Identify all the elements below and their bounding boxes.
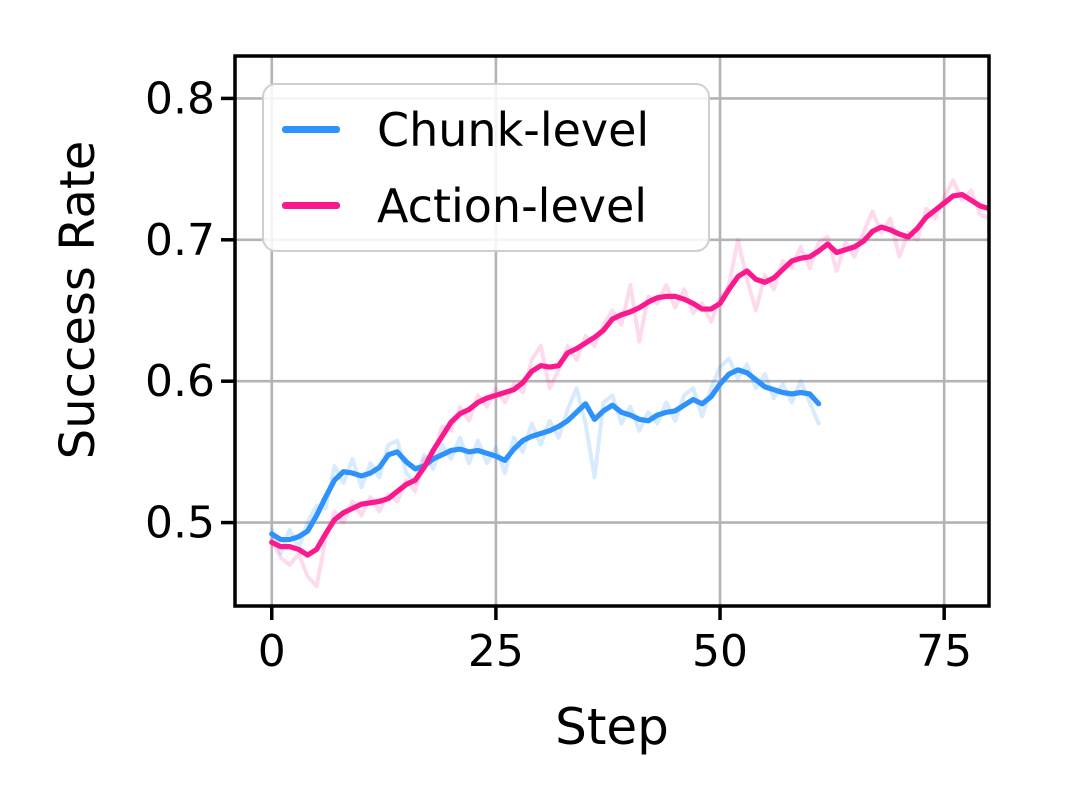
plot-border: [233, 54, 991, 608]
y-tick-label: 0.5: [145, 498, 215, 549]
chunk-level-line-swatch: [282, 126, 340, 133]
legend-item-chunk-level: Chunk-level: [264, 92, 708, 168]
y-tick-label: 0.6: [145, 356, 215, 407]
x-tick-label: 50: [692, 626, 748, 677]
y-axis-title: Success Rate: [50, 140, 106, 460]
x-axis-title: Step: [555, 698, 669, 756]
x-tick-label: 0: [258, 626, 286, 677]
legend-item-action-level: Action-level: [264, 168, 708, 244]
legend-label-chunk-level: Chunk-level: [377, 102, 650, 157]
legend-label-action-level: Action-level: [377, 178, 648, 233]
legend: Chunk-level Action-level: [262, 83, 710, 252]
series-line-action-level: [269, 191, 989, 558]
x-tick-label: 25: [468, 626, 524, 677]
x-tick-label: 75: [916, 626, 972, 677]
action-level-line-swatch: [282, 202, 340, 209]
raw-series-line-chunk-level: [269, 356, 821, 556]
y-tick-label: 0.8: [145, 73, 215, 124]
series-line-chunk-level: [269, 367, 822, 543]
y-tick-label: 0.7: [145, 215, 215, 266]
